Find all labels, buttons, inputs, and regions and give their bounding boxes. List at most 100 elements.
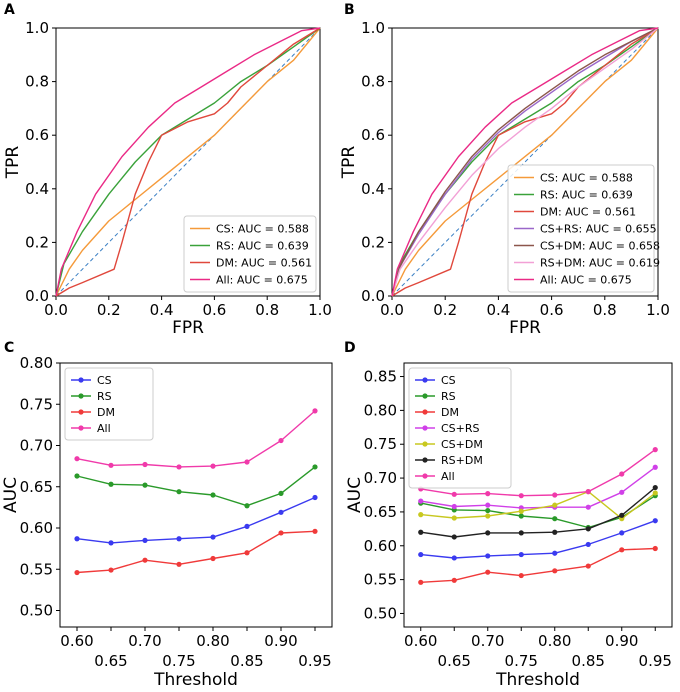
data-point-rs-dm <box>552 529 558 535</box>
y-tick-label: 0.4 <box>361 180 385 198</box>
data-point-cs-rs <box>451 503 457 510</box>
data-point-all <box>278 437 284 444</box>
y-tick-label: 0.75 <box>20 395 53 413</box>
y-tick-label: 0.4 <box>25 180 49 198</box>
y-tick-label: 0.70 <box>364 469 397 487</box>
data-point-dm <box>652 545 658 552</box>
legend-label-rs: RS: AUC = 0.639 <box>216 240 309 253</box>
panel-letter-a: A <box>4 2 15 18</box>
data-point-cs-dm <box>418 512 424 518</box>
data-point-all <box>585 489 591 495</box>
x-tick-label: 0.0 <box>380 301 404 319</box>
panel-letter-b: B <box>344 2 355 18</box>
y-tick-label: 0.70 <box>20 437 53 455</box>
series-line-dm <box>55 27 321 297</box>
legend-label-cs: CS: AUC = 0.588 <box>540 172 633 185</box>
data-point-cs <box>244 523 250 529</box>
x-tick-label: 0.6 <box>540 301 564 319</box>
data-point-all <box>518 493 524 499</box>
data-point-cs <box>108 540 114 546</box>
legend-label-rs: RS: AUC = 0.639 <box>540 189 633 202</box>
y-tick-label: 0.80 <box>364 401 397 419</box>
legend-label-rs: RS <box>441 390 456 403</box>
x-axis-label: FPR <box>172 318 204 338</box>
legend-marker-cs <box>78 377 84 383</box>
data-point-cs-rs <box>652 464 658 470</box>
legend-marker-cs-dm <box>422 441 428 447</box>
y-tick-label: 0.80 <box>20 354 53 372</box>
auc-threshold-panel-c: 0.500.550.600.650.700.750.800.60 0.70 0.80… <box>1 354 333 690</box>
legend-marker-cs <box>422 377 428 383</box>
legend-label-cs: CS <box>441 374 456 387</box>
series-line-cs <box>76 496 316 544</box>
series-line-all <box>420 449 656 497</box>
data-point-dm <box>585 563 591 569</box>
data-point-dm <box>142 557 148 563</box>
x-tick-label: 0.0 <box>44 301 68 319</box>
legend-label-rs-dm: RS+DM: AUC = 0.619 <box>540 257 660 270</box>
legend-label-dm: DM: AUC = 0.561 <box>540 206 636 219</box>
panel-letter-d: D <box>344 340 356 356</box>
data-point-rs <box>518 513 524 519</box>
x-tick-label: 0.90 <box>264 632 297 650</box>
x-tick-label: 0.8 <box>255 301 279 319</box>
data-point-all <box>176 464 182 470</box>
auc-threshold-panel-d: 0.500.550.600.650.700.750.800.850.60 0.70… <box>345 362 673 690</box>
x-tick-label: 0.85 <box>230 652 263 670</box>
data-point-rs <box>312 464 318 470</box>
data-point-rs <box>142 482 148 488</box>
x-tick-label: 1.0 <box>308 301 332 319</box>
data-point-cs-dm <box>451 515 457 521</box>
data-point-dm <box>312 528 318 534</box>
legend-label-all: All: AUC = 0.675 <box>216 274 308 287</box>
x-tick-label: 0.75 <box>162 652 195 670</box>
legend-label-cs-dm: CS+DM: AUC = 0.658 <box>540 240 660 253</box>
data-point-dm <box>619 547 625 553</box>
data-point-cs-rs <box>485 502 491 508</box>
y-tick-label: 0.60 <box>364 537 397 555</box>
data-point-cs-dm <box>552 502 558 508</box>
legend-label-cs: CS: AUC = 0.588 <box>216 223 309 236</box>
data-point-dm <box>74 569 80 576</box>
data-point-cs <box>585 541 591 548</box>
y-tick-label: 0.8 <box>361 73 385 91</box>
x-tick-label: 0.95 <box>639 652 672 670</box>
y-tick-label: 0.8 <box>25 73 49 91</box>
x-axis-label: FPR <box>509 318 541 338</box>
y-tick-label: 0.65 <box>364 503 397 521</box>
data-point-cs <box>312 494 318 501</box>
series-line-cs <box>420 520 656 559</box>
series-line-rs-dm <box>391 27 659 297</box>
x-tick-label: 0.75 <box>505 652 538 670</box>
y-axis-label: AUC <box>1 477 21 513</box>
x-tick-label: 0.4 <box>150 301 174 319</box>
data-point-cs <box>518 551 524 558</box>
legend-label-cs-rs: CS+RS: AUC = 0.655 <box>540 223 657 236</box>
data-point-all <box>485 491 491 497</box>
y-tick-label: 0.55 <box>20 560 53 578</box>
data-point-cs-rs <box>619 489 625 495</box>
data-point-cs-dm <box>652 490 658 496</box>
legend-marker-rs <box>422 393 428 399</box>
series-line-cs-dm <box>420 490 656 520</box>
x-axis-label: Threshold <box>153 670 238 690</box>
data-point-dm <box>176 561 182 567</box>
data-point-all <box>652 447 658 453</box>
x-tick-label: 0.2 <box>97 301 121 319</box>
legend-label-all: All: AUC = 0.675 <box>540 274 632 287</box>
y-tick-label: 0.2 <box>25 233 49 251</box>
data-point-cs-rs <box>418 498 424 504</box>
legend-marker-dm <box>422 409 428 415</box>
x-tick-label: 0.60 <box>60 632 93 650</box>
data-point-all <box>142 461 148 468</box>
x-tick-label: 0.70 <box>128 632 161 650</box>
data-point-cs <box>485 553 491 559</box>
x-tick-label: 0.65 <box>438 652 471 670</box>
data-point-cs <box>619 530 625 536</box>
series-line-all <box>76 410 316 468</box>
data-point-rs <box>210 492 216 498</box>
data-point-all <box>108 462 114 468</box>
legend-marker-all <box>422 473 428 479</box>
legend-marker-cs-rs <box>422 425 428 431</box>
data-point-dm <box>418 579 424 585</box>
